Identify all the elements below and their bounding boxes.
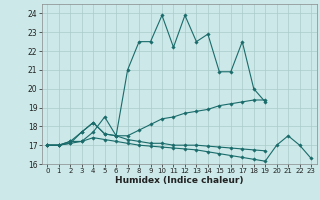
X-axis label: Humidex (Indice chaleur): Humidex (Indice chaleur): [115, 176, 244, 185]
